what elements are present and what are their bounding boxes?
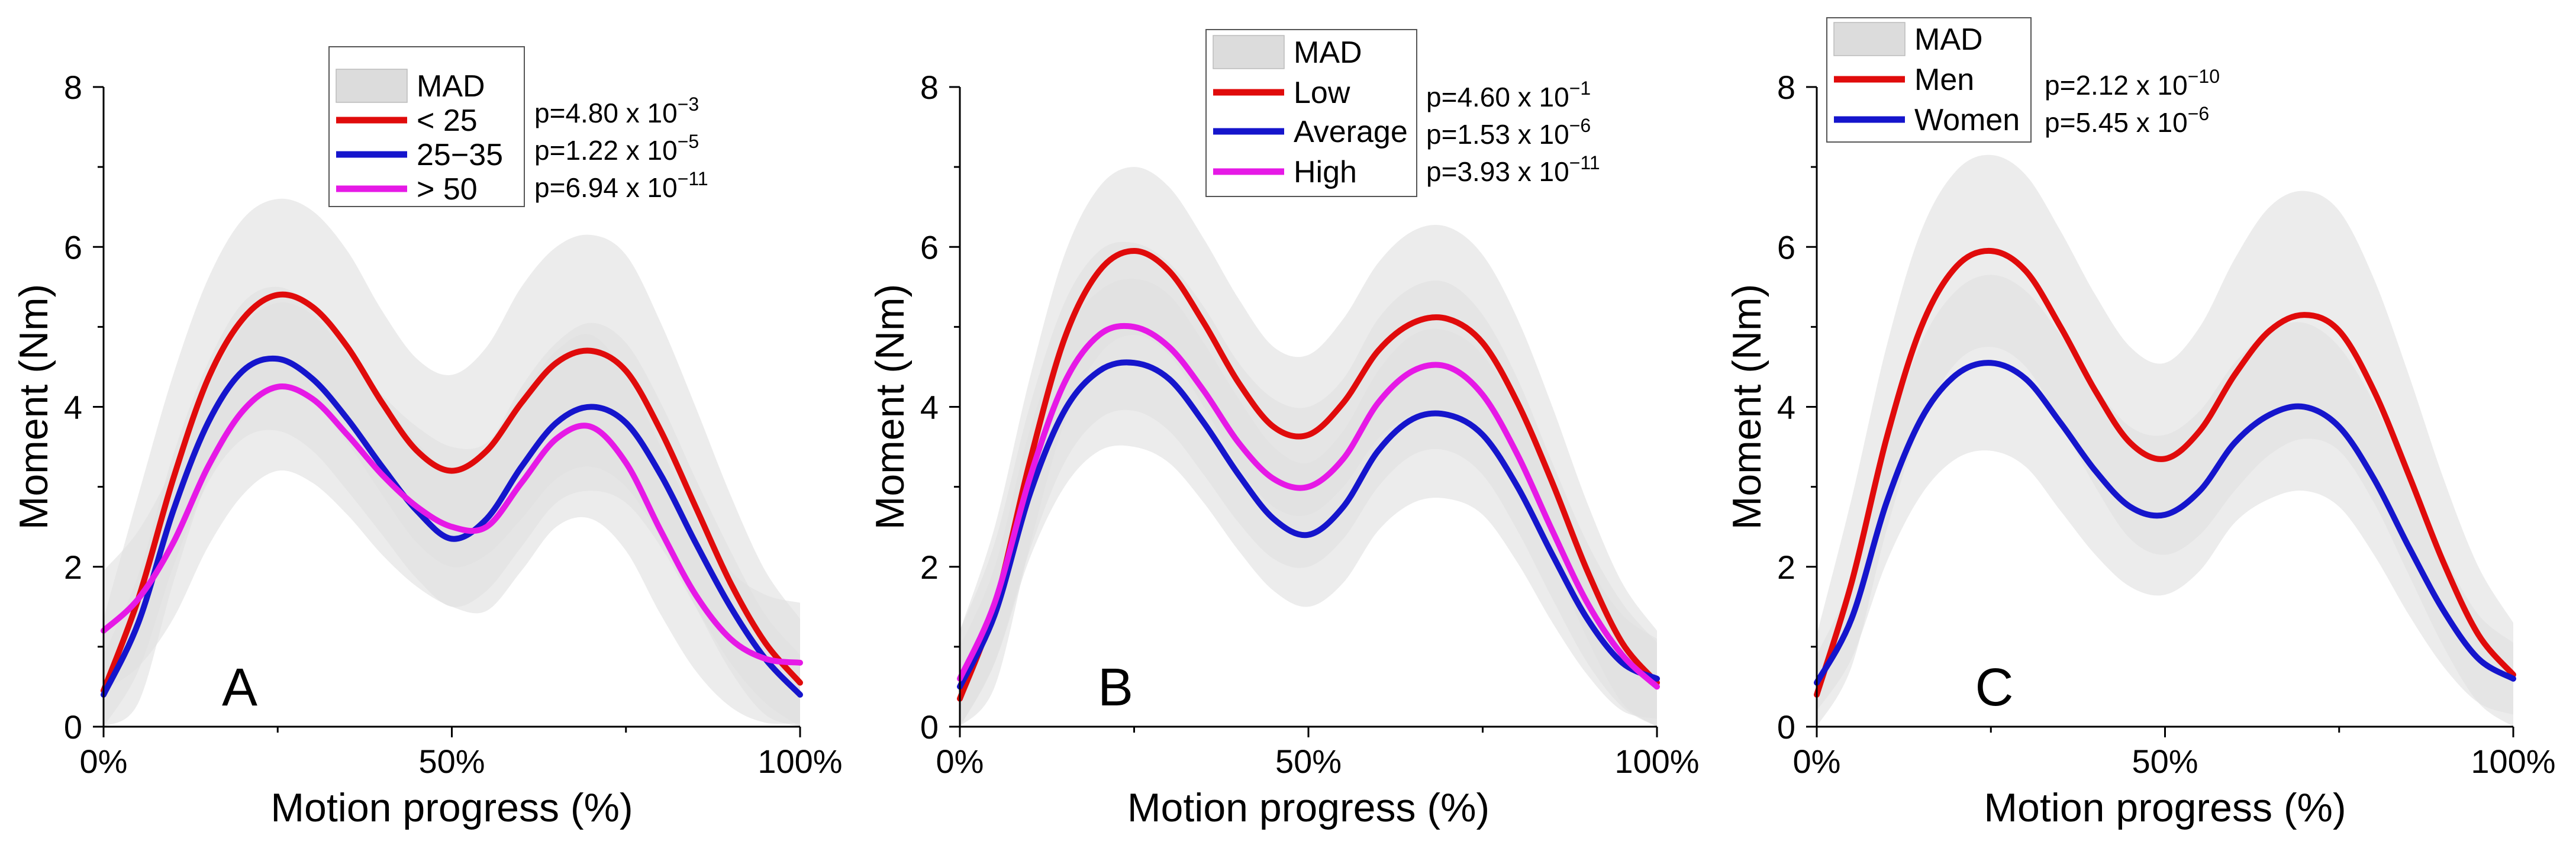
chart-panel-C: 0 2 4 6 8 0% 50% 100% Motion progress (%) Moment … [1724, 17, 2556, 830]
y-tick-label: 0 [64, 708, 82, 746]
p-value-text: p=5.45 x 10−6 [2045, 103, 2209, 138]
panel-label: C [1975, 658, 2014, 717]
y-tick-label: 2 [1777, 549, 1795, 586]
mad-band-women [1817, 275, 2513, 715]
mad-bands [104, 198, 800, 727]
x-tick-label: 50% [1275, 743, 1342, 780]
x-tick-label: 50% [2132, 743, 2198, 780]
y-tick-label: 2 [64, 549, 82, 586]
series-line-2 [1814, 360, 2516, 686]
legend-label-1: Men [1914, 63, 1974, 97]
series-line-2 [101, 355, 803, 698]
series-line-1 [957, 248, 1660, 702]
x-tick-label: 100% [757, 743, 842, 780]
y-tick-label: 0 [1777, 708, 1795, 746]
mad-band-50 [104, 302, 800, 724]
y-tick-label: 4 [64, 389, 82, 426]
y-tick-label: 4 [920, 389, 939, 426]
legend-label-3: High [1294, 155, 1357, 189]
y-axis-label: Moment (Nm) [868, 284, 913, 530]
p-values: p=4.80 x 10−3p=1.22 x 10−5p=6.94 x 10−11 [534, 93, 708, 203]
legend-mad-swatch [336, 69, 408, 103]
p-values: p=4.60 x 10−1p=1.53 x 10−6p=3.93 x 10−11 [1426, 78, 1600, 187]
x-axis-label: Motion progress (%) [1984, 785, 2346, 830]
x-tick-label: 0% [1793, 743, 1841, 780]
p-value-text: p=3.93 x 10−11 [1426, 152, 1600, 187]
y-axis-label: Moment (Nm) [1724, 284, 1769, 530]
legend-mad-label: MAD [417, 69, 485, 104]
y-tick-label: 6 [920, 228, 939, 266]
p-value-text: p=4.80 x 10−3 [534, 93, 699, 128]
legend: MAD Men Women [1826, 17, 2032, 143]
x-tick-label: 0% [936, 743, 984, 780]
mad-bands [1817, 154, 2513, 727]
y-tick-label: 8 [64, 69, 82, 106]
x-tick-label: 50% [418, 743, 485, 780]
series-line-2 [957, 359, 1660, 690]
p-value-text: p=2.12 x 10−10 [2045, 66, 2220, 101]
legend-label-2: Average [1294, 115, 1408, 149]
p-value-text: p=1.22 x 10−5 [534, 131, 699, 166]
legend-label-2: 25−35 [417, 138, 503, 172]
series-line-3 [957, 323, 1660, 690]
legend-label-1: Low [1294, 76, 1350, 110]
panel-label: B [1098, 658, 1133, 717]
p-value-text: p=4.60 x 10−1 [1426, 78, 1591, 112]
legend: MAD Low Average High [1205, 29, 1417, 197]
legend-label-2: Women [1914, 103, 2020, 137]
mad-bands [960, 167, 1657, 727]
p-value-text: p=6.94 x 10−11 [534, 168, 708, 203]
y-axis-label: Moment (Nm) [11, 284, 56, 530]
legend-mad-swatch [1833, 22, 1906, 56]
y-tick-label: 8 [1777, 69, 1795, 106]
legend-mad-label: MAD [1914, 22, 1983, 57]
series-line-1 [101, 291, 803, 694]
x-tick-label: 100% [1614, 743, 1699, 780]
chart-panel-B: 0 2 4 6 8 0% 50% 100% Motion progress (%) Moment … [868, 29, 1700, 830]
y-tick-label: 6 [64, 228, 82, 266]
p-value-text: p=1.53 x 10−6 [1426, 115, 1591, 150]
legend-box [328, 46, 525, 207]
legend-label-1: < 25 [417, 104, 478, 138]
y-tick-label: 4 [1777, 389, 1795, 426]
series-line-3 [101, 383, 803, 666]
chart-panel-A: 0 2 4 6 8 0% 50% 100% Motion progress (%) Moment … [11, 46, 843, 830]
y-tick-label: 2 [920, 549, 939, 586]
y-tick-label: 8 [920, 69, 939, 106]
legend-label-3: > 50 [417, 172, 478, 207]
series-line-1 [1814, 247, 2516, 698]
x-tick-label: 100% [2471, 743, 2555, 780]
legend-mad-label: MAD [1294, 36, 1362, 70]
x-tick-label: 0% [80, 743, 128, 780]
x-axis-label: Motion progress (%) [1127, 785, 1489, 830]
y-tick-label: 0 [920, 708, 939, 746]
legend-mad-swatch [1213, 35, 1285, 69]
x-axis-label: Motion progress (%) [270, 785, 633, 830]
y-tick-label: 6 [1777, 228, 1795, 266]
p-values: p=2.12 x 10−10p=5.45 x 10−6 [2045, 66, 2220, 138]
panel-label: A [222, 658, 257, 717]
